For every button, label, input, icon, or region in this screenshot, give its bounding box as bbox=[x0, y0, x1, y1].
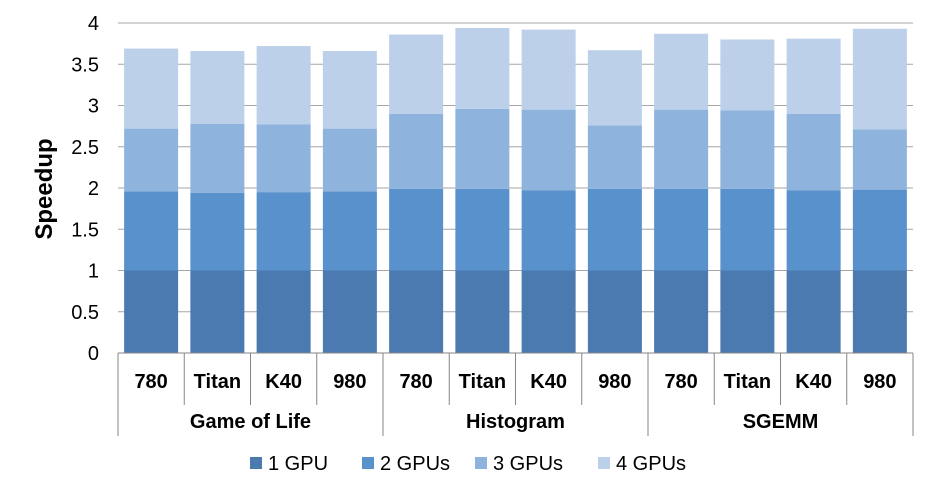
bar-segment bbox=[256, 124, 311, 193]
bar-segment bbox=[322, 51, 377, 129]
x-tick-label: 980 bbox=[863, 371, 896, 393]
bar-segment bbox=[389, 113, 444, 189]
bar-segment bbox=[389, 34, 444, 114]
bar-segment bbox=[786, 38, 841, 114]
bar-segment bbox=[190, 192, 245, 271]
y-tick-label: 1.5 bbox=[71, 219, 99, 241]
y-axis-title: Speedup bbox=[31, 138, 58, 239]
group-label: Game of Life bbox=[190, 411, 311, 433]
y-tick-label: 4 bbox=[88, 13, 99, 35]
x-tick-label: 780 bbox=[664, 371, 697, 393]
bar-segment bbox=[455, 27, 510, 109]
bar-segment bbox=[786, 270, 841, 353]
bar-segment bbox=[256, 192, 311, 271]
bar-segment bbox=[720, 110, 775, 189]
bar-segment bbox=[322, 191, 377, 271]
x-tick-label: 980 bbox=[598, 371, 631, 393]
bar-segment bbox=[455, 188, 510, 271]
y-tick-label: 2 bbox=[88, 178, 99, 200]
legend-swatch bbox=[598, 457, 610, 469]
bar-segment bbox=[786, 113, 841, 191]
bar-segment bbox=[654, 270, 709, 353]
legend-swatch bbox=[250, 457, 262, 469]
bar-segment bbox=[587, 50, 642, 126]
bar-segment bbox=[455, 270, 510, 353]
bar-segment bbox=[124, 270, 179, 353]
bar-segment bbox=[654, 109, 709, 189]
bar-segment bbox=[521, 109, 576, 191]
bar-segment bbox=[322, 128, 377, 192]
legend-swatch bbox=[362, 457, 374, 469]
x-tick-label: 780 bbox=[134, 371, 167, 393]
legend-label: 3 GPUs bbox=[493, 453, 563, 475]
y-tick-label: 2.5 bbox=[71, 137, 99, 159]
bar-segment bbox=[587, 125, 642, 189]
bar-segment bbox=[521, 270, 576, 353]
legend-swatch bbox=[475, 457, 487, 469]
bar-segment bbox=[654, 188, 709, 271]
bar-segment bbox=[256, 46, 311, 125]
y-tick-label: 3.5 bbox=[71, 54, 99, 76]
x-tick-label: Titan bbox=[459, 371, 506, 393]
legend-label: 1 GPU bbox=[268, 453, 328, 475]
bar-segment bbox=[852, 270, 907, 353]
legend-label: 2 GPUs bbox=[380, 453, 450, 475]
bar-segment bbox=[852, 189, 907, 271]
bar-segment bbox=[190, 270, 245, 353]
bar-segment bbox=[322, 270, 377, 353]
bar-segment bbox=[389, 270, 444, 353]
bar-segment bbox=[389, 188, 444, 271]
group-label: SGEMM bbox=[743, 411, 819, 433]
x-tick-label: 780 bbox=[399, 371, 432, 393]
bar-segment bbox=[720, 39, 775, 111]
bar-segment bbox=[587, 270, 642, 353]
bar-segment bbox=[190, 123, 245, 193]
bar-segment bbox=[124, 128, 179, 192]
y-tick-label: 3 bbox=[88, 96, 99, 118]
bar-segment bbox=[521, 190, 576, 271]
y-tick-label: 1 bbox=[88, 261, 99, 283]
bar-segment bbox=[720, 188, 775, 271]
bar-segment bbox=[786, 190, 841, 271]
bar-segment bbox=[455, 108, 510, 189]
x-tick-label: K40 bbox=[530, 371, 567, 393]
x-tick-label: K40 bbox=[265, 371, 302, 393]
bar-segment bbox=[521, 29, 576, 110]
x-tick-label: Titan bbox=[194, 371, 241, 393]
y-axis-ticks: 0 0.5 1 1.5 2 2.5 3 3.5 4 bbox=[71, 13, 99, 365]
y-tick-label: 0.5 bbox=[71, 302, 99, 324]
x-tick-label: Titan bbox=[724, 371, 771, 393]
legend-label: 4 GPUs bbox=[616, 453, 686, 475]
gridlines bbox=[118, 22, 913, 354]
bar-segment bbox=[720, 270, 775, 353]
bar-segment bbox=[124, 48, 179, 129]
bar-segment bbox=[852, 129, 907, 190]
x-tick-label: K40 bbox=[795, 371, 832, 393]
bar-segment bbox=[587, 188, 642, 271]
bar-segment bbox=[654, 33, 709, 110]
bar-segment bbox=[256, 270, 311, 353]
x-axis: 780 Titan K40 980 780 Titan K40 980 780 Titan K40 9… bbox=[117, 352, 914, 436]
group-label: Histogram bbox=[466, 411, 565, 433]
bar-segment bbox=[852, 28, 907, 130]
bar-segment bbox=[124, 191, 179, 271]
legend: 1 GPU 2 GPUs 3 GPUs 4 GPUs bbox=[250, 453, 686, 475]
y-tick-label: 0 bbox=[88, 343, 99, 365]
x-tick-label: 980 bbox=[333, 371, 366, 393]
bars bbox=[124, 27, 907, 353]
bar-segment bbox=[190, 51, 245, 124]
